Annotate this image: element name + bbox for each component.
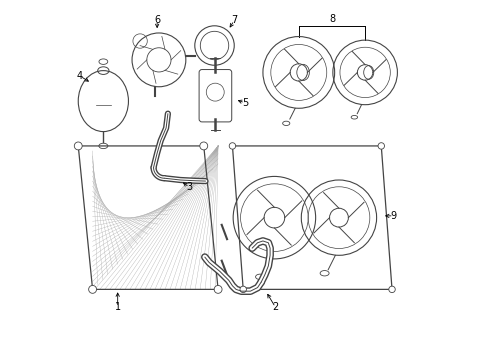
Text: 2: 2 xyxy=(272,302,279,312)
Circle shape xyxy=(378,143,385,149)
Circle shape xyxy=(74,142,82,150)
Circle shape xyxy=(240,286,246,293)
Text: 3: 3 xyxy=(186,182,193,192)
Text: 1: 1 xyxy=(115,302,121,312)
Text: 4: 4 xyxy=(77,71,83,81)
Circle shape xyxy=(200,142,208,150)
Text: 9: 9 xyxy=(391,211,397,221)
Text: 8: 8 xyxy=(330,14,336,24)
Circle shape xyxy=(389,286,395,293)
Text: 7: 7 xyxy=(231,15,237,26)
Text: 6: 6 xyxy=(154,15,160,26)
Circle shape xyxy=(89,285,97,293)
Circle shape xyxy=(229,143,236,149)
Text: 5: 5 xyxy=(242,98,248,108)
Circle shape xyxy=(214,285,222,293)
